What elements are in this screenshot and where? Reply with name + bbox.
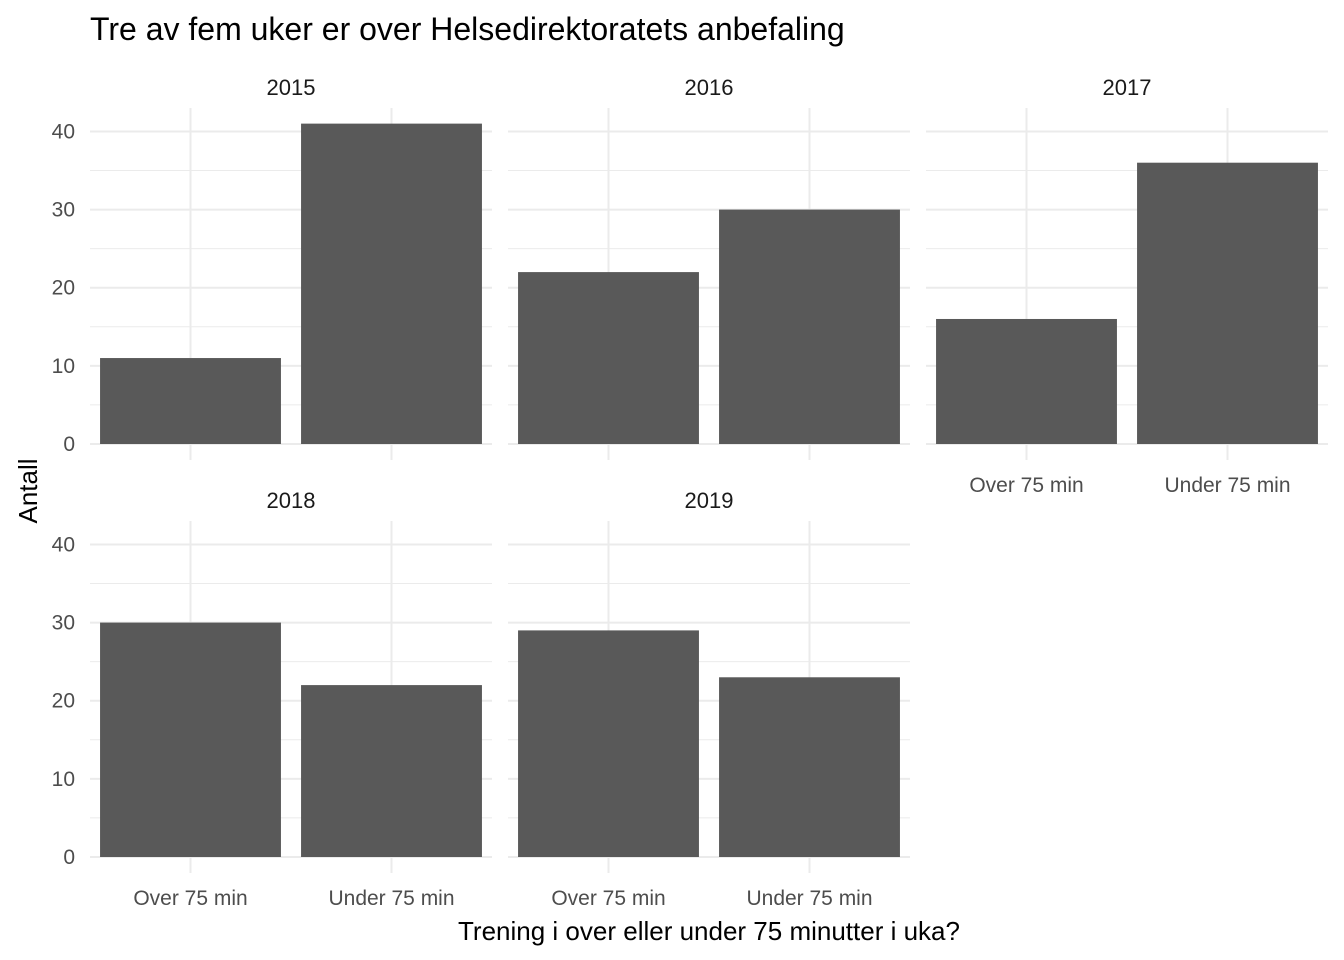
facet-label: 2016 [685, 75, 734, 100]
bar-2018-under [301, 685, 482, 857]
y-tick-label: 0 [63, 846, 75, 869]
x-tick-label: Over 75 min [551, 887, 665, 910]
bar-2018-over [100, 622, 281, 857]
x-tick-label: Under 75 min [746, 887, 872, 910]
facet-panel-2016: 2016 [508, 75, 910, 460]
facet-panel-2019: 2019 Over 75 min Under 75 min [508, 488, 910, 910]
facet-label: 2019 [685, 488, 734, 513]
x-axis-title: Trening i over eller under 75 minutter i… [458, 916, 960, 946]
bar-2016-over [518, 272, 699, 444]
y-axis-title: Antall [13, 458, 43, 523]
facet-label: 2017 [1103, 75, 1152, 100]
y-tick-label: 10 [52, 768, 75, 791]
y-tick-label: 0 [63, 433, 75, 456]
x-tick-label: Over 75 min [969, 474, 1083, 497]
bar-2019-over [518, 630, 699, 857]
bar-2017-under [1137, 162, 1318, 444]
facet-panels: 2015 0 10 20 30 40 2016 2017 Over 75 min Under 75… [52, 75, 1328, 910]
y-tick-label: 30 [52, 199, 75, 222]
facet-panel-2017: 2017 Over 75 min Under 75 min [926, 75, 1328, 497]
bar-2016-under [719, 209, 900, 444]
y-tick-label: 10 [52, 355, 75, 378]
facet-panel-2018: 2018 0 10 20 30 40 Over 75 min Under 75 min [52, 488, 492, 910]
x-tick-label: Under 75 min [1164, 474, 1290, 497]
facet-label: 2018 [267, 488, 316, 513]
x-tick-label: Over 75 min [133, 887, 247, 910]
bar-2015-over [100, 358, 281, 444]
y-tick-label: 20 [52, 690, 75, 713]
chart-title: Tre av fem uker er over Helsedirektorate… [90, 11, 845, 47]
bar-2015-under [301, 123, 482, 445]
y-tick-label: 40 [52, 120, 75, 143]
x-tick-label: Under 75 min [328, 887, 454, 910]
facet-panel-2015: 2015 0 10 20 30 40 [52, 75, 492, 460]
bar-2019-under [719, 677, 900, 857]
y-tick-label: 20 [52, 277, 75, 300]
facet-label: 2015 [267, 75, 316, 100]
y-tick-label: 40 [52, 533, 75, 556]
y-tick-label: 30 [52, 612, 75, 635]
bar-2017-over [936, 318, 1117, 444]
